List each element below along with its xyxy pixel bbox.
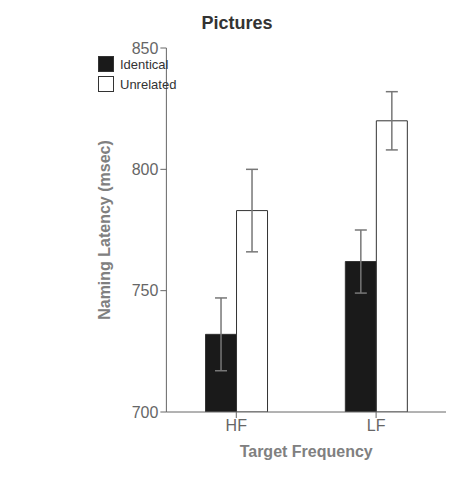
svg-text:HF: HF [226,417,248,434]
html-text:Identical: Identical [120,56,169,72]
svg-text:750: 750 [132,282,159,299]
html-text:Pictures: Pictures [201,13,273,33]
svg-text:Naming Latency (msec): Naming Latency (msec) [96,140,113,320]
svg-text:Target Frequency: Target Frequency [240,443,373,460]
svg-text:800: 800 [132,161,159,178]
svg-text:700: 700 [132,404,159,421]
svg-text:LF: LF [367,417,386,434]
html-text:Unrelated: Unrelated [120,76,177,92]
svg-text:850: 850 [132,40,159,57]
